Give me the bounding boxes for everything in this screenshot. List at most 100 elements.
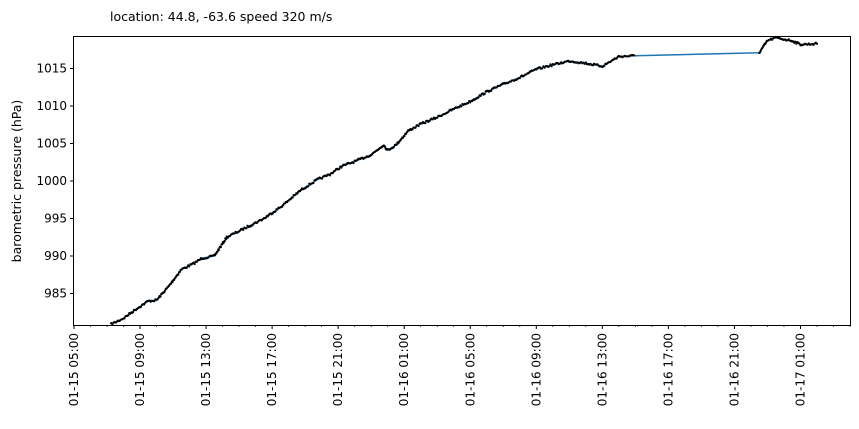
data-point xyxy=(188,265,191,268)
data-point xyxy=(193,262,196,266)
series-line xyxy=(110,37,818,325)
data-point xyxy=(352,161,355,165)
data-point xyxy=(153,300,156,303)
data-point xyxy=(633,54,636,57)
x-tick-label: 01-15 05:00 xyxy=(67,333,81,406)
x-tick-label: 01-15 17:00 xyxy=(265,333,279,406)
data-point xyxy=(328,174,332,177)
data-point xyxy=(584,61,587,64)
x-tick-label: 01-15 13:00 xyxy=(199,333,213,406)
data-point xyxy=(490,89,493,92)
data-point xyxy=(340,166,343,169)
chart-title: location: 44.8, -63.6 speed 320 m/s xyxy=(110,9,333,24)
y-axis: 985 990 995 1000 1005 1010 1015 xyxy=(36,62,74,301)
data-point xyxy=(195,260,198,263)
data-point xyxy=(223,240,226,243)
data-point xyxy=(436,116,439,119)
data-point xyxy=(417,124,420,128)
y-tick-label: 1005 xyxy=(36,137,67,151)
data-point xyxy=(460,105,463,108)
y-axis-label: barometric pressure (hPa) xyxy=(9,100,24,263)
data-point xyxy=(477,96,480,99)
data-point xyxy=(233,232,236,235)
data-point xyxy=(219,245,222,249)
data-point xyxy=(159,295,162,298)
series-marker-layer xyxy=(110,37,819,325)
data-point xyxy=(483,92,486,96)
data-point xyxy=(291,196,294,199)
data-point xyxy=(550,65,553,68)
plot-frame xyxy=(73,36,851,326)
y-tick-label: 985 xyxy=(44,287,67,301)
data-point xyxy=(815,42,819,45)
y-tick-label: 990 xyxy=(44,249,67,263)
data-point xyxy=(458,106,461,109)
data-point xyxy=(549,63,552,66)
data-point xyxy=(245,227,248,230)
data-point xyxy=(131,310,135,314)
data-point xyxy=(479,94,482,97)
data-point xyxy=(163,289,167,292)
data-point xyxy=(185,266,189,269)
data-point xyxy=(812,43,815,47)
data-point xyxy=(276,208,279,211)
data-point xyxy=(163,291,166,294)
data-point xyxy=(127,314,130,317)
data-point xyxy=(411,128,414,131)
data-point xyxy=(447,110,450,114)
data-point xyxy=(213,254,217,257)
data-point xyxy=(170,282,173,285)
data-point xyxy=(217,248,220,252)
data-point xyxy=(548,65,551,68)
data-point xyxy=(338,168,341,171)
x-tick-label: 01-16 09:00 xyxy=(529,333,543,406)
data-point xyxy=(178,270,181,273)
y-tick-label: 1015 xyxy=(36,62,67,76)
data-point xyxy=(171,280,174,284)
data-point xyxy=(139,305,143,308)
data-point xyxy=(541,67,544,70)
data-point xyxy=(256,221,259,224)
x-tick-label: 01-16 01:00 xyxy=(397,333,411,406)
x-tick-label: 01-16 17:00 xyxy=(661,333,675,406)
series-line-layer xyxy=(110,37,818,325)
data-point xyxy=(538,66,541,69)
data-point xyxy=(242,228,245,232)
data-point xyxy=(591,64,595,67)
data-point xyxy=(518,77,521,80)
data-point xyxy=(431,118,434,121)
data-point xyxy=(383,145,387,148)
y-tick-label: 995 xyxy=(44,212,67,226)
data-point xyxy=(795,42,798,45)
x-tick-label: 01-17 01:00 xyxy=(793,333,807,406)
data-point xyxy=(392,145,395,149)
data-point xyxy=(466,102,470,105)
data-point xyxy=(312,181,315,185)
x-tick-label: 01-15 09:00 xyxy=(133,333,147,406)
data-point xyxy=(403,134,406,138)
data-point xyxy=(771,38,774,41)
data-point xyxy=(111,323,114,325)
x-tick-label: 01-15 21:00 xyxy=(331,333,345,406)
data-point xyxy=(289,198,292,201)
data-point xyxy=(238,229,242,232)
x-axis: 01-15 05:00 01-15 09:00 01-15 13:00 01-15 1… xyxy=(67,325,851,406)
data-point xyxy=(281,205,284,208)
data-point xyxy=(428,119,431,122)
data-point xyxy=(216,250,219,253)
data-point xyxy=(535,68,538,71)
data-point xyxy=(198,258,201,261)
data-point xyxy=(798,42,801,45)
y-tick-label: 1010 xyxy=(36,99,67,113)
x-tick-label: 01-16 05:00 xyxy=(463,333,477,406)
data-point xyxy=(274,210,277,213)
data-point xyxy=(307,185,310,188)
data-point xyxy=(143,303,146,306)
x-tick-label: 01-16 21:00 xyxy=(727,333,741,406)
data-point xyxy=(395,143,398,146)
y-tick-label: 1000 xyxy=(36,174,67,188)
data-point xyxy=(615,57,618,60)
data-point xyxy=(794,40,797,43)
data-point xyxy=(224,238,228,241)
